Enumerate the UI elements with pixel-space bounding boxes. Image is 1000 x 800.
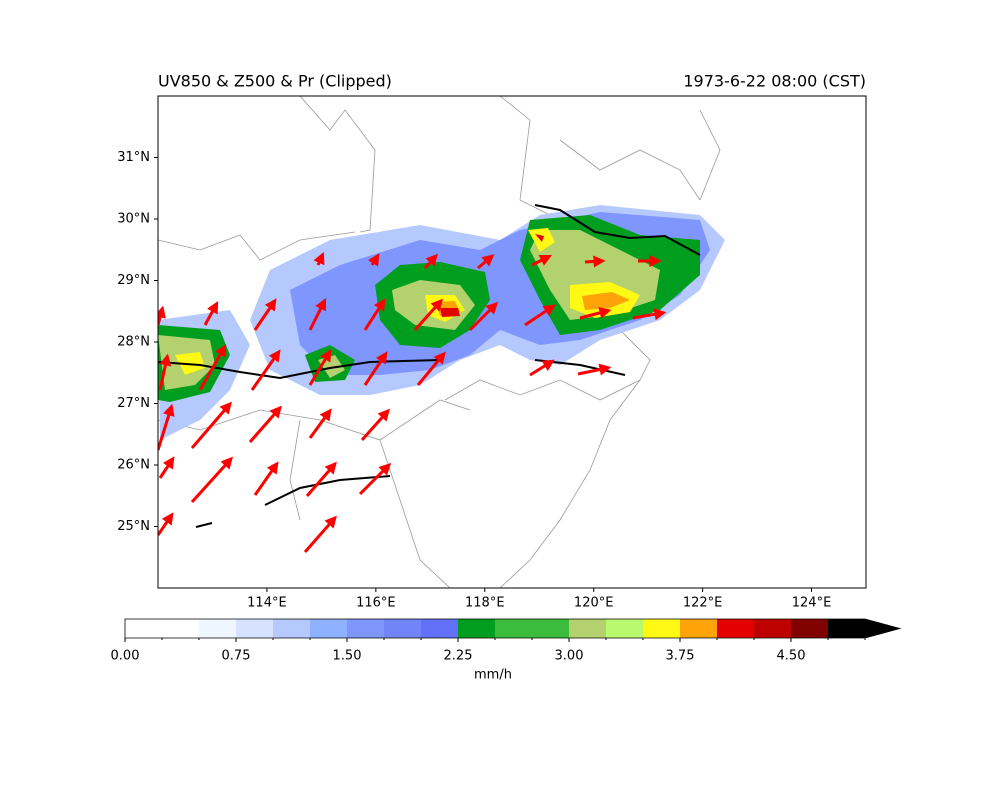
colorbar-box bbox=[310, 619, 347, 638]
colorbar-box bbox=[680, 619, 717, 638]
y-tick-label: 27°N bbox=[117, 396, 150, 411]
y-tick-label: 26°N bbox=[117, 458, 150, 473]
x-tick-label: 116°E bbox=[356, 596, 396, 611]
colorbar-tick-label: 4.50 bbox=[777, 649, 806, 664]
y-tick-label: 31°N bbox=[117, 150, 150, 165]
colorbar-tick-label: 3.75 bbox=[666, 649, 695, 664]
colorbar-box bbox=[643, 619, 680, 638]
map-field bbox=[158, 96, 725, 588]
y-tick-label: 25°N bbox=[117, 519, 150, 534]
z500-contour bbox=[158, 204, 701, 528]
colorbar-tick-label: 0.75 bbox=[222, 649, 251, 664]
colorbar-tick-label: 1.50 bbox=[333, 649, 362, 664]
x-tick-label: 122°E bbox=[683, 596, 723, 611]
colorbar-label: mm/h bbox=[474, 668, 512, 683]
colorbar-box bbox=[421, 619, 458, 638]
colorbar-box bbox=[495, 619, 532, 638]
colorbar-frame bbox=[124, 618, 902, 639]
x-tick-label: 120°E bbox=[574, 596, 614, 611]
colorbar-box bbox=[532, 619, 569, 638]
colorbar-box bbox=[384, 619, 421, 638]
colorbar-box bbox=[791, 619, 828, 638]
title-right: 1973-6-22 08:00 (CST) bbox=[683, 72, 866, 91]
x-tick-label: 118°E bbox=[465, 596, 505, 611]
x-tick-label: 124°E bbox=[792, 596, 832, 611]
colorbar-box bbox=[162, 619, 199, 638]
colorbar-extend bbox=[865, 619, 900, 638]
colorbar-tick-label: 0.00 bbox=[111, 649, 140, 664]
title-left: UV850 & Z500 & Pr (Clipped) bbox=[158, 72, 392, 91]
colorbar-tick-label: 2.25 bbox=[444, 649, 473, 664]
wind-vectors bbox=[158, 251, 667, 553]
x-tick-label: 114°E bbox=[247, 596, 287, 611]
colorbar-box bbox=[458, 619, 495, 638]
colorbar-box bbox=[236, 619, 273, 638]
y-tick-label: 30°N bbox=[117, 212, 150, 227]
colorbar-box bbox=[273, 619, 310, 638]
precip-orange bbox=[435, 292, 630, 316]
colorbar-box bbox=[125, 619, 162, 638]
y-tick-label: 28°N bbox=[117, 335, 150, 350]
precip-red bbox=[440, 234, 544, 317]
colorbar-box bbox=[828, 619, 865, 638]
colorbar-box bbox=[754, 619, 791, 638]
y-tick-label: 29°N bbox=[117, 273, 150, 288]
colorbar-box bbox=[569, 619, 606, 638]
precip-yellowgreen bbox=[158, 230, 660, 390]
colorbar-box bbox=[199, 619, 236, 638]
colorbar-box bbox=[347, 619, 384, 638]
colorbar-box bbox=[606, 619, 643, 638]
colorbar-box bbox=[717, 619, 754, 638]
colorbar-tick-label: 3.00 bbox=[555, 649, 584, 664]
